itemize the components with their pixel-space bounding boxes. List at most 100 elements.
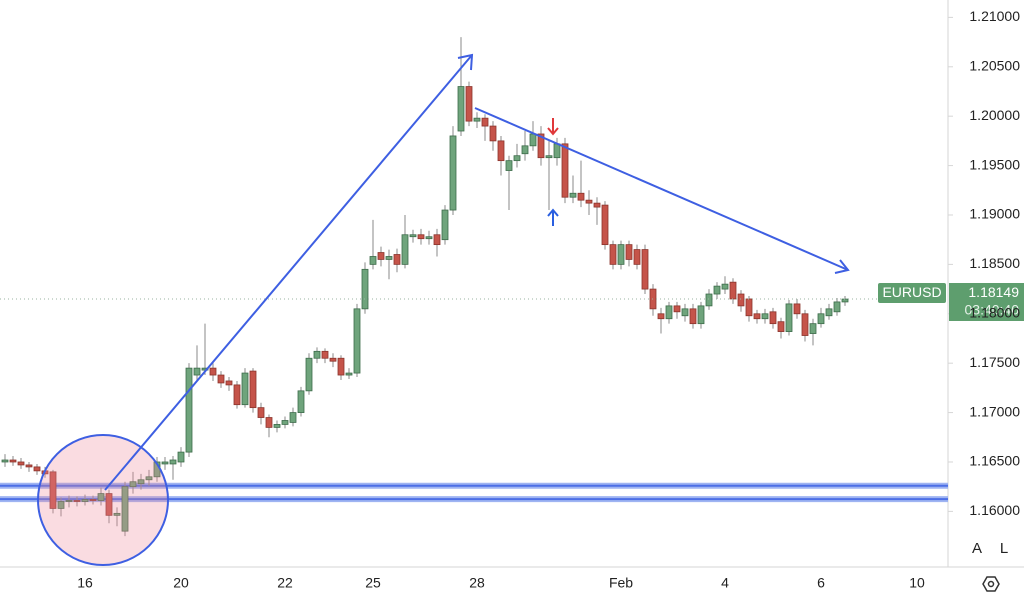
candle-body bbox=[689, 308, 697, 325]
plot bbox=[0, 16, 953, 537]
arrow-head bbox=[457, 53, 474, 71]
candle-body bbox=[321, 350, 329, 359]
candle-body bbox=[33, 466, 41, 472]
candle-body bbox=[649, 288, 657, 310]
candle-body bbox=[369, 256, 377, 265]
x-tick-label: 4 bbox=[721, 575, 729, 591]
candle-body bbox=[441, 209, 449, 241]
y-tick-label: 1.17000 bbox=[969, 403, 1020, 419]
candle-body bbox=[633, 249, 641, 265]
candle-body bbox=[353, 308, 361, 374]
candle-body bbox=[313, 350, 321, 359]
trend-arrows bbox=[104, 53, 850, 491]
candle-body bbox=[801, 313, 809, 336]
candle-body bbox=[569, 192, 577, 198]
candle-body bbox=[217, 374, 225, 384]
candle-body bbox=[345, 372, 353, 376]
symbol-label: EURUSD bbox=[882, 284, 941, 300]
x-tick-label: 16 bbox=[77, 575, 93, 591]
candle-body bbox=[265, 417, 273, 428]
candle-body bbox=[417, 234, 425, 240]
candle-body bbox=[481, 117, 489, 127]
candle-body bbox=[433, 234, 441, 246]
candle-body bbox=[785, 303, 793, 332]
candle-body bbox=[553, 143, 561, 159]
candle-body bbox=[713, 285, 721, 295]
candle-body bbox=[145, 476, 153, 481]
candle-body bbox=[665, 305, 673, 320]
candle-body bbox=[409, 234, 417, 238]
signal-arrows bbox=[547, 118, 559, 226]
last-price-label: 1.18149 bbox=[968, 284, 1019, 300]
candle-body bbox=[681, 308, 689, 317]
candle-body bbox=[225, 380, 233, 386]
candle-body bbox=[729, 281, 737, 300]
candle-body bbox=[65, 500, 73, 502]
countdown: 03:40:40 bbox=[965, 302, 1020, 318]
candle-body bbox=[473, 117, 481, 122]
candle-body bbox=[705, 293, 713, 307]
y-tick-label: 1.20000 bbox=[969, 107, 1020, 123]
candle-body bbox=[761, 313, 769, 320]
candle-body bbox=[577, 192, 585, 201]
candle-body bbox=[769, 311, 777, 325]
candle-body bbox=[89, 499, 97, 501]
y-tick-label: 1.20500 bbox=[969, 57, 1020, 73]
log-scale-button[interactable]: L bbox=[1000, 540, 1008, 557]
candle-body bbox=[449, 135, 457, 211]
candle-body bbox=[465, 86, 473, 122]
candle-body bbox=[121, 486, 129, 532]
auto-scale-button[interactable]: A bbox=[972, 540, 982, 557]
candle-body bbox=[177, 451, 185, 463]
candle-body bbox=[489, 125, 497, 142]
buy-arrow bbox=[547, 208, 559, 226]
candle-body bbox=[401, 234, 409, 265]
candle-body bbox=[521, 145, 529, 155]
candle-body bbox=[377, 252, 385, 260]
gear bbox=[982, 576, 1000, 592]
candle-body bbox=[73, 500, 81, 502]
x-tick-label: 28 bbox=[469, 575, 485, 591]
candle-body bbox=[825, 308, 833, 317]
gear-center bbox=[987, 580, 995, 588]
candle-body bbox=[305, 357, 313, 392]
y-tick-label: 1.16000 bbox=[969, 502, 1020, 518]
candle-body bbox=[233, 384, 241, 406]
candle-body bbox=[809, 323, 817, 334]
candle-body bbox=[281, 420, 289, 425]
candle-body bbox=[545, 155, 553, 159]
candle-body bbox=[273, 424, 281, 428]
candle-body bbox=[161, 461, 169, 465]
candle-body bbox=[537, 133, 545, 159]
settings-icon[interactable] bbox=[982, 576, 1000, 592]
candle-body bbox=[257, 407, 265, 418]
candle-body bbox=[457, 86, 465, 132]
candle-body bbox=[81, 499, 89, 502]
candle-body bbox=[585, 199, 593, 204]
candle-body bbox=[625, 244, 633, 260]
last-price-badge bbox=[949, 283, 1024, 321]
candle-body bbox=[601, 204, 609, 246]
x-tick-label: Feb bbox=[609, 575, 633, 591]
candle-body bbox=[1, 459, 9, 463]
symbol-badge bbox=[878, 283, 946, 303]
candle-body bbox=[385, 256, 393, 260]
x-tick-label: 6 bbox=[817, 575, 825, 591]
y-tick-label: 1.21000 bbox=[969, 8, 1020, 24]
candle-body bbox=[57, 501, 65, 509]
candle-body bbox=[561, 143, 569, 198]
candle-body bbox=[721, 283, 729, 290]
candle-body bbox=[97, 493, 105, 501]
y-tick-label: 1.19500 bbox=[969, 156, 1020, 172]
y-tick-label: 1.19000 bbox=[969, 206, 1020, 222]
x-tick-label: 20 bbox=[173, 575, 189, 591]
y-tick-label: 1.18000 bbox=[969, 304, 1020, 320]
candle-body bbox=[641, 249, 649, 290]
candle-body bbox=[393, 254, 401, 265]
candle-body bbox=[105, 493, 113, 516]
candle-body bbox=[841, 298, 849, 303]
candle-body bbox=[505, 160, 513, 171]
candle-body bbox=[185, 367, 193, 453]
y-tick-label: 1.18500 bbox=[969, 255, 1020, 271]
candle-body bbox=[249, 370, 257, 409]
